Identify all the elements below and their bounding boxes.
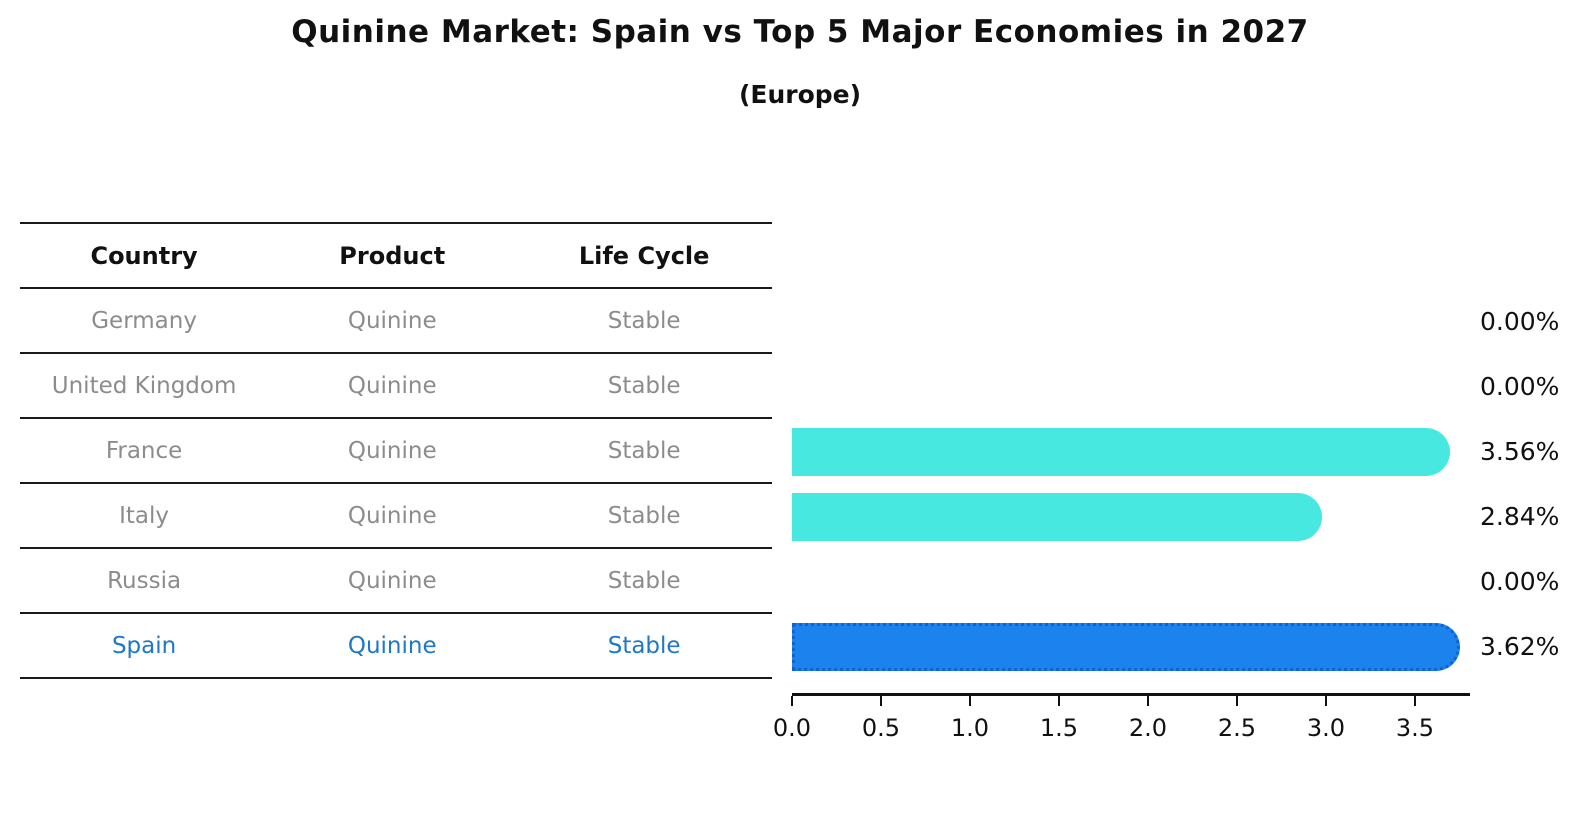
value-label-france: 3.56% [1480, 436, 1560, 466]
x-axis-tick [791, 696, 793, 706]
x-axis-tick [1236, 696, 1238, 706]
lifecycle-cell: Stable [607, 372, 681, 399]
country-cell: Italy [119, 502, 170, 529]
x-axis-tick-label: 1.5 [1039, 714, 1079, 742]
value-label-italy: 2.84% [1480, 501, 1560, 531]
table-row: France Quinine Stable [20, 419, 772, 484]
table-row: Russia Quinine Stable [20, 549, 772, 614]
header-life-cycle: Life Cycle [578, 241, 710, 270]
bar-france [792, 427, 1450, 476]
product-cell: Quinine [347, 502, 437, 529]
x-axis-tick-label: 3.5 [1395, 714, 1435, 742]
country-cell: United Kingdom [51, 372, 237, 399]
x-axis-line [792, 693, 1470, 696]
x-axis-tick [1325, 696, 1327, 706]
country-cell: Germany [91, 307, 197, 334]
x-axis-tick-label: 0.5 [861, 714, 901, 742]
x-axis-tick-label: 0.0 [772, 714, 812, 742]
table-row: Italy Quinine Stable [20, 484, 772, 549]
header-product: Product [339, 241, 446, 270]
x-axis-tick [1058, 696, 1060, 706]
lifecycle-cell: Stable [607, 632, 681, 659]
header-country: Country [90, 241, 198, 270]
chart-subtitle: (Europe) [738, 80, 862, 109]
country-cell: Spain [111, 632, 177, 659]
value-label-spain: 3.62% [1480, 631, 1560, 661]
chart-title: Quinine Market: Spain vs Top 5 Major Eco… [291, 14, 1309, 50]
table-header-row: Country Product Life Cycle [20, 224, 772, 289]
x-axis-tick [880, 696, 882, 706]
x-axis-tick-label: 3.0 [1306, 714, 1346, 742]
x-axis-tick [969, 696, 971, 706]
bar-spain [792, 622, 1460, 671]
country-cell: Russia [107, 567, 182, 594]
table-row: Germany Quinine Stable [20, 289, 772, 354]
lifecycle-cell: Stable [607, 502, 681, 529]
value-label-united-kingdom: 0.00% [1480, 371, 1560, 401]
product-cell: Quinine [347, 437, 437, 464]
table-row: United Kingdom Quinine Stable [20, 354, 772, 419]
lifecycle-cell: Stable [607, 307, 681, 334]
x-axis-tick [1414, 696, 1416, 706]
product-cell: Quinine [347, 567, 437, 594]
country-table: Country Product Life Cycle Germany Quinin… [20, 222, 772, 679]
x-axis-tick-label: 1.0 [950, 714, 990, 742]
x-axis-tick-label: 2.0 [1128, 714, 1168, 742]
lifecycle-cell: Stable [607, 567, 681, 594]
value-label-russia: 0.00% [1480, 566, 1560, 596]
bar-italy [792, 492, 1322, 541]
table-rows: Germany Quinine Stable United Kingdom Quinin… [20, 289, 772, 679]
value-label-germany: 0.00% [1480, 306, 1560, 336]
product-cell: Quinine [347, 632, 437, 659]
product-cell: Quinine [347, 372, 437, 399]
country-cell: France [105, 437, 183, 464]
product-cell: Quinine [347, 307, 437, 334]
table-row: Spain Quinine Stable [20, 614, 772, 679]
x-axis-tick-label: 2.5 [1217, 714, 1257, 742]
lifecycle-cell: Stable [607, 437, 681, 464]
x-axis-tick [1147, 696, 1149, 706]
